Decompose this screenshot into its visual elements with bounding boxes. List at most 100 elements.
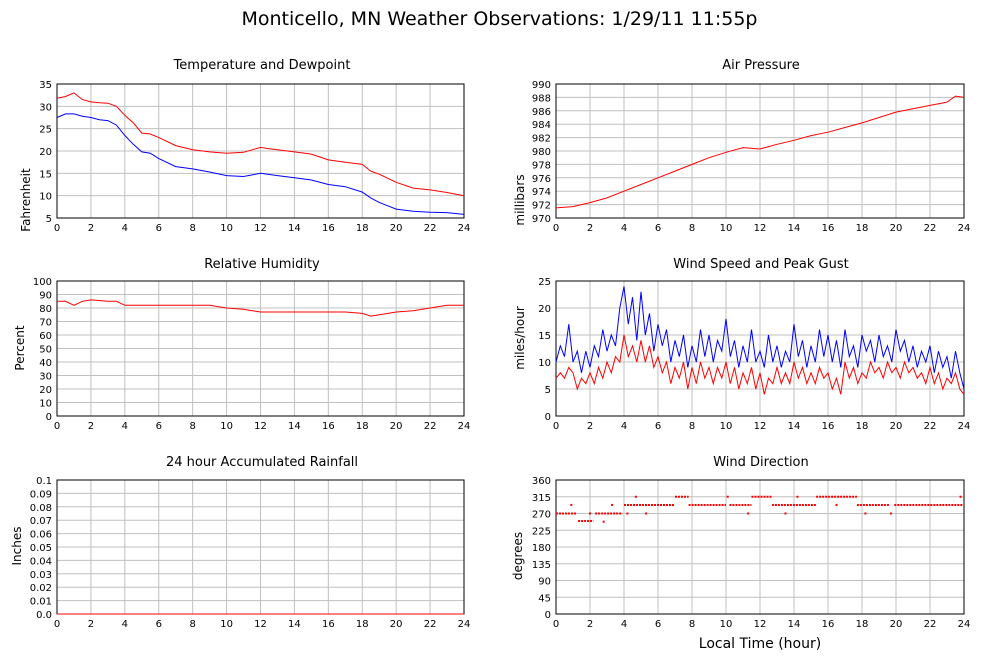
x-tick-label: 4: [621, 223, 627, 234]
x-tick-label: 24: [958, 421, 971, 432]
y-tick-label: 0: [545, 412, 551, 423]
x-tick-label: 18: [356, 223, 369, 234]
x-tick-label: 0: [553, 421, 559, 432]
x-tick-label: 22: [924, 223, 937, 234]
series-line-0: [56, 92, 465, 197]
x-tick-label: 8: [189, 421, 195, 432]
x-tick-label: 4: [621, 619, 627, 630]
x-tick-label: 8: [189, 619, 195, 630]
chart-title: Air Pressure: [722, 58, 800, 73]
x-tick-label: 8: [689, 619, 695, 630]
x-tick-label: 18: [856, 421, 869, 432]
plot-frame: [555, 280, 965, 417]
y-axis-label: millibars: [513, 174, 527, 225]
y-tick-label: 0.09: [30, 489, 52, 500]
x-tick-label: 2: [88, 619, 94, 630]
x-tick-label: 14: [288, 421, 301, 432]
x-tick-label: 14: [288, 223, 301, 234]
y-tick-label: 180: [532, 543, 551, 554]
x-tick-label: 16: [822, 421, 835, 432]
x-tick-label: 24: [458, 421, 471, 432]
x-tick-label: 4: [122, 619, 128, 630]
x-tick-label: 6: [156, 619, 162, 630]
y-tick-label: 20: [39, 385, 52, 396]
x-tick-label: 10: [220, 223, 233, 234]
direction-point: [784, 512, 787, 515]
chart-title: Wind Direction: [713, 455, 809, 470]
direction-point: [570, 503, 573, 506]
x-tick-label: 16: [822, 223, 835, 234]
y-tick-label: 80: [39, 304, 52, 315]
y-tick-label: 0.03: [30, 570, 52, 581]
plot-frame: [56, 83, 465, 219]
x-tick-label: 6: [655, 223, 661, 234]
x-tick-label: 6: [655, 619, 661, 630]
x-tick-label: 20: [390, 619, 403, 630]
direction-point: [634, 495, 637, 498]
y-tick-label: 5: [545, 385, 551, 396]
x-tick-label: 4: [122, 223, 128, 234]
x-tick-label: 24: [958, 619, 971, 630]
x-tick-label: 18: [856, 619, 869, 630]
y-tick-label: 10: [538, 358, 551, 369]
x-tick-label: 0: [54, 619, 60, 630]
x-tick-label: 22: [424, 619, 437, 630]
x-tick-label: 14: [788, 619, 801, 630]
plot-area: 0 2 4 6 8 10 12 14 16 18 20 22 240.00.010.020.030.04…: [30, 476, 471, 630]
y-tick-label: 0.07: [30, 516, 52, 527]
plot-frame: [56, 280, 465, 417]
x-tick-label: 22: [424, 421, 437, 432]
x-tick-label: 8: [689, 421, 695, 432]
x-tick-label: 24: [458, 619, 471, 630]
y-tick-label: 970: [532, 214, 551, 225]
y-tick-label: 30: [39, 102, 52, 113]
x-tick-label: 10: [220, 619, 233, 630]
chart-relative-humidity: Relative Humidity Percent 0 2 4 6 8 10 12 14 16 1…: [13, 257, 471, 432]
chart-air-pressure: Air Pressure millibars 0 2 4 6 8 10 12 14 16 18 20…: [513, 58, 970, 234]
x-tick-label: 0: [54, 421, 60, 432]
y-tick-label: 0.04: [30, 556, 52, 567]
series-line-0: [555, 95, 965, 209]
x-tick-label: 22: [424, 223, 437, 234]
y-tick-label: 990: [532, 80, 551, 91]
x-tick-label: 18: [356, 421, 369, 432]
page-title: Monticello, MN Weather Observations: 1/2…: [241, 8, 758, 30]
x-tick-label: 2: [88, 421, 94, 432]
y-tick-label: 135: [532, 560, 551, 571]
x-tick-label: 2: [587, 421, 593, 432]
y-tick-label: 5: [46, 214, 52, 225]
y-tick-label: 0.1: [36, 476, 52, 487]
chart-title: Wind Speed and Peak Gust: [673, 257, 848, 272]
y-tick-label: 0.08: [30, 503, 52, 514]
series-line-0: [57, 299, 464, 317]
series-line-1: [56, 113, 465, 215]
x-tick-label: 6: [655, 421, 661, 432]
x-tick-label: 2: [587, 223, 593, 234]
y-tick-label: 988: [532, 93, 551, 104]
chart-title: Relative Humidity: [204, 257, 320, 272]
x-tick-label: 16: [822, 619, 835, 630]
x-tick-label: 20: [390, 421, 403, 432]
direction-point: [626, 512, 629, 515]
y-tick-label: 982: [532, 134, 551, 145]
y-tick-label: 0.0: [36, 610, 52, 621]
x-tick-label: 12: [254, 223, 267, 234]
chart-title: 24 hour Accumulated Rainfall: [166, 455, 358, 470]
x-tick-label: 12: [254, 619, 267, 630]
direction-point: [835, 503, 838, 506]
y-tick-label: 0.06: [30, 530, 52, 541]
x-tick-label: 12: [254, 421, 267, 432]
series-line-0: [555, 286, 965, 390]
y-tick-label: 974: [532, 187, 551, 198]
x-tick-label: 22: [924, 619, 937, 630]
y-tick-label: 360: [532, 476, 551, 487]
y-tick-label: 20: [538, 304, 551, 315]
x-tick-label: 16: [322, 421, 335, 432]
x-tick-label: 16: [322, 619, 335, 630]
y-axis-label: Percent: [13, 325, 27, 370]
direction-point: [796, 495, 799, 498]
plot-area: 0 2 4 6 8 10 12 14 16 18 20 22 240459013518022527031…: [532, 476, 970, 630]
